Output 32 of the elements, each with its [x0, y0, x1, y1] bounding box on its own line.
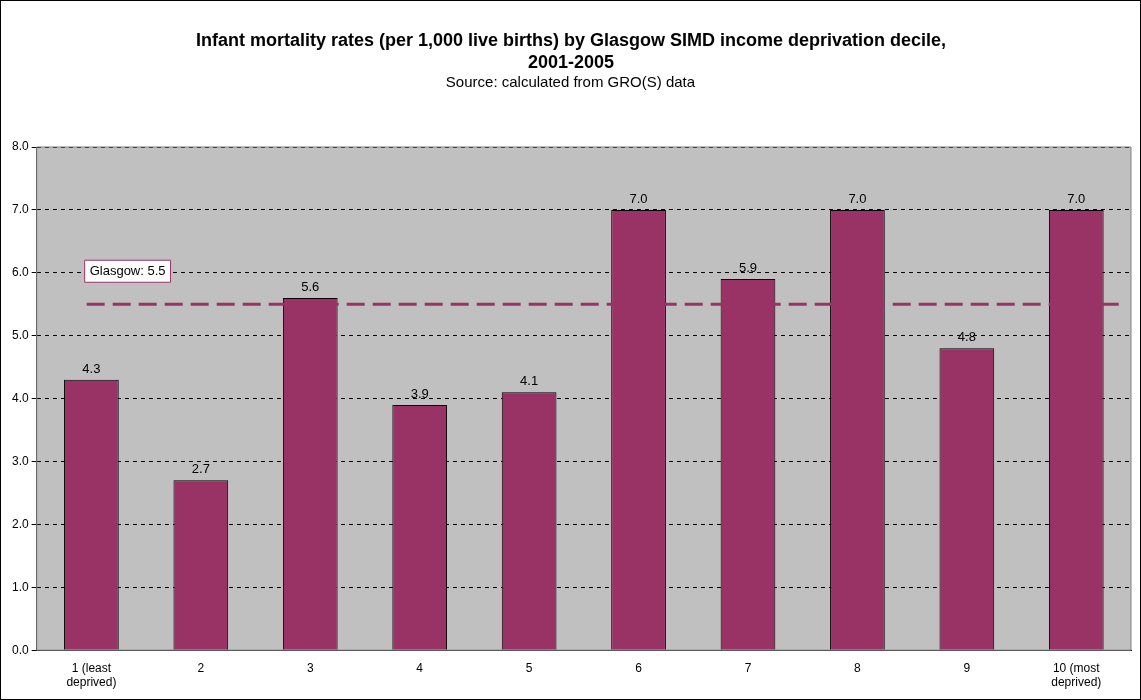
x-tick-label: 8 — [854, 660, 862, 675]
y-tick-label: 6.0 — [11, 265, 29, 280]
x-tick-label: 2 — [197, 660, 205, 675]
x-tick-label: 3 — [306, 660, 314, 675]
chart-title: Infant mortality rates (per 1,000 live births) by Glasgow SIMD income deprivation decile, 2001-2005 — [194, 29, 948, 73]
x-tick-label: 6 — [635, 660, 643, 675]
data-label: 2.7 — [191, 461, 210, 477]
y-tick-label: 0.0 — [11, 642, 29, 657]
y-tick-label: 1.0 — [11, 579, 29, 594]
data-label: 7.0 — [1067, 190, 1086, 206]
y-tick-label: 2.0 — [11, 516, 29, 531]
data-label: 5.9 — [738, 260, 758, 276]
ref-line-label: Glasgow: 5.5 — [89, 262, 166, 278]
data-label: 7.0 — [848, 190, 867, 206]
data-label: 3.9 — [410, 385, 429, 401]
y-tick-label: 3.0 — [11, 453, 29, 468]
data-label: 4.3 — [82, 360, 101, 376]
y-tick-label: 4.0 — [11, 390, 29, 405]
y-tick-label: 5.0 — [11, 328, 29, 343]
chart-subtitle: Source: calculated from GRO(S) data — [444, 73, 697, 90]
data-label: 5.6 — [301, 279, 320, 295]
y-tick-label: 8.0 — [11, 139, 29, 154]
data-label: 4.1 — [520, 373, 539, 389]
x-tick-label: 5 — [525, 660, 533, 675]
x-tick-label: 4 — [416, 660, 424, 675]
x-tick-label: 1 (least deprived) — [66, 660, 117, 690]
y-tick-label: 7.0 — [11, 202, 29, 217]
data-label: 4.8 — [957, 329, 976, 345]
data-label: 7.0 — [629, 190, 648, 206]
x-tick-label: 9 — [963, 660, 971, 675]
x-tick-label: 10 (most deprived) — [1051, 660, 1102, 690]
x-tick-label: 7 — [744, 660, 752, 675]
